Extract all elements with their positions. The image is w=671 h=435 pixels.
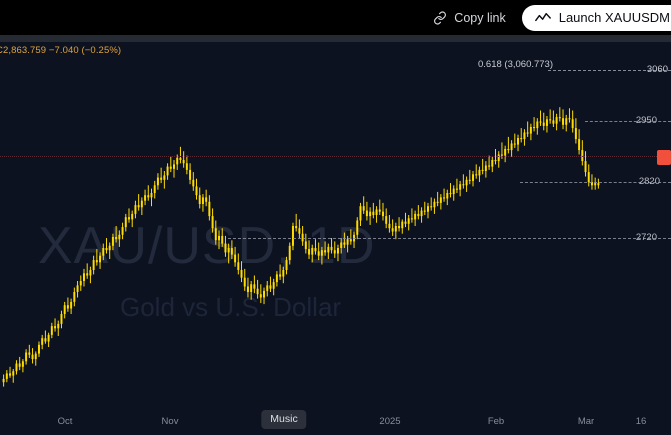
- chart-panel[interactable]: XAU/USD, 1D Gold vs U.S. Dollar 0.618 (3…: [0, 42, 671, 435]
- level-line-2820: [520, 182, 671, 183]
- time-axis-tick-oct: Oct: [57, 416, 73, 427]
- link-icon: [433, 10, 447, 25]
- toolbar-divider: [0, 35, 671, 42]
- chart-line-icon: [534, 12, 551, 24]
- chart-legend-ohlc: C2,863.759 −7.040 (−0.25%): [0, 45, 122, 56]
- candlestick-series: [2, 107, 600, 387]
- time-axis-tick-2025: 2025: [379, 416, 401, 427]
- time-axis-tick-nov: Nov: [161, 416, 179, 427]
- time-axis-tick-feb: Feb: [487, 416, 505, 427]
- level-line-2720: [228, 238, 671, 239]
- time-axis[interactable]: Oct Nov 2025 Feb Mar 16 Music: [0, 407, 671, 435]
- current-price-tag: [657, 150, 671, 165]
- current-price-line: [0, 156, 671, 157]
- price-axis-label-2720: 2720: [635, 232, 657, 243]
- launch-symbol-label: Launch XAUUSDM: [558, 10, 670, 25]
- top-toolbar: Copy link Launch XAUUSDM: [0, 0, 671, 35]
- time-axis-tick-16: 16: [635, 416, 647, 427]
- time-axis-tick-mar: Mar: [577, 416, 595, 427]
- copy-link-button[interactable]: Copy link: [433, 10, 506, 25]
- fib-level-label: 0.618 (3,060.773): [478, 59, 554, 70]
- chart-watermark-subtitle: Gold vs U.S. Dollar: [120, 292, 342, 322]
- price-axis-label-2820: 2820: [638, 176, 660, 187]
- launch-symbol-button[interactable]: Launch XAUUSDM: [521, 4, 671, 31]
- price-axis-label-3060: 3060: [646, 64, 668, 75]
- music-badge[interactable]: Music: [261, 410, 307, 429]
- level-line-2950: [585, 121, 671, 122]
- price-axis-label-2950: 2950: [635, 115, 657, 126]
- copy-link-label: Copy link: [454, 10, 506, 25]
- fib-level-line: [548, 70, 671, 71]
